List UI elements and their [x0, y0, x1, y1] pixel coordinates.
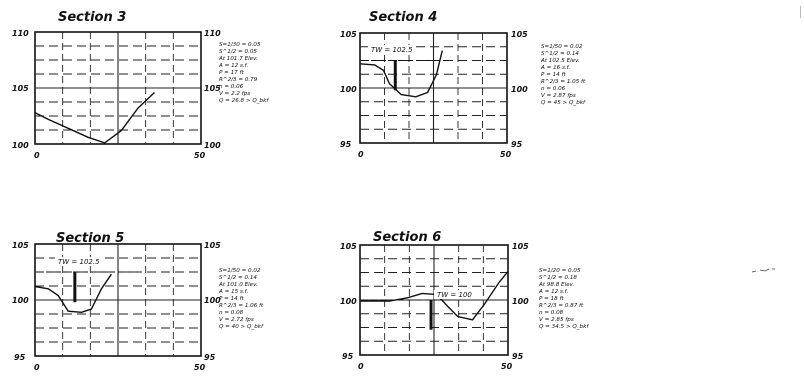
grid-lines [35, 32, 201, 144]
note-elevation: At 98.8 Elev. [538, 282, 574, 288]
y-mid-label-right: 100 [204, 296, 221, 305]
panel-section-5: Section 5 TW = 102.5 105 100 95 105 100 … [12, 231, 264, 372]
y-min-label-left: 95 [342, 352, 354, 361]
note-elevation: At 102.5 Elev. [540, 58, 580, 64]
y-min-label-left: 95 [340, 140, 352, 149]
note-perimeter: P = 14 ft [219, 296, 244, 302]
panel-title: Section 5 [56, 231, 124, 246]
y-mid-label-left: 105 [12, 84, 29, 93]
note-slope: S=1/50 = 0.02 [219, 268, 261, 274]
note-manning-n: n = 0.08 [219, 310, 244, 316]
x-max-label: 50 [500, 150, 512, 159]
y-min-label-left: 100 [12, 141, 29, 150]
hydraulic-notes: S=1/20 = 0.05 S^1/2 = 0.18 At 98.8 Elev.… [538, 268, 589, 330]
ground-profile-line [360, 270, 509, 321]
note-manning-n: n = 0.06 [219, 84, 244, 90]
scan-speck-mark [751, 268, 775, 273]
y-min-label-right: 95 [512, 352, 524, 361]
note-slope: S=1/30 = 0.05 [219, 42, 261, 48]
note-perimeter: P = 18 ft [539, 296, 564, 302]
note-discharge: Q = 40 > Q_bkf [219, 324, 264, 330]
note-velocity: V = 2.87 fps [541, 93, 576, 99]
note-discharge: Q = 34.5 > Q_bkf [539, 324, 589, 330]
x-max-label: 50 [194, 363, 206, 372]
tw-label-backdrop [55, 257, 105, 266]
tailwater-label: TW = 102.5 [58, 258, 100, 266]
tailwater-label: TW = 102.5 [371, 46, 413, 54]
note-discharge: Q = 26.8 > Q_bkf [219, 98, 269, 104]
tailwater-label: TW = 100 [437, 291, 472, 299]
note-slope: S=1/20 = 0.05 [539, 268, 581, 274]
note-manning-n: n = 0.06 [541, 86, 566, 92]
y-mid-label-left: 100 [340, 297, 357, 306]
ground-profile-line [34, 91, 155, 144]
grid-lines [35, 244, 201, 356]
note-slope: S=1/50 = 0.02 [541, 44, 583, 50]
y-max-label-left: 105 [340, 242, 357, 251]
hydraulic-notes: S=1/50 = 0.02 S^1/2 = 0.14 At 102.5 Elev… [540, 44, 586, 106]
note-perimeter: P = 17 ft [219, 70, 244, 76]
note-hydraulic-radius: R^2/3 = 0.79 [219, 77, 258, 83]
x-min-label: 0 [358, 362, 364, 371]
y-min-label-right: 95 [204, 353, 216, 362]
hydraulic-notes: S=1/50 = 0.02 S^1/2 = 0.14 At 101.0 Elev… [218, 268, 264, 330]
y-max-label-right: 105 [512, 242, 529, 251]
y-max-label-right: 105 [204, 241, 221, 250]
y-mid-label-right: 100 [512, 297, 529, 306]
panel-section-6: Section 6 TW = 100 105 100 95 105 100 95… [340, 230, 589, 371]
note-sqrt-slope: S^1/2 = 0.18 [539, 275, 577, 281]
x-max-label: 50 [501, 362, 513, 371]
note-area: A = 12 s.f. [538, 289, 569, 295]
note-sqrt-slope: S^1/2 = 0.05 [219, 49, 257, 55]
panel-title: Section 4 [369, 10, 437, 25]
x-min-label: 0 [34, 151, 40, 160]
note-elevation: At 101.7 Elev. [218, 56, 258, 62]
note-velocity: V = 2.2 fps [219, 91, 250, 97]
note-area: A = 16 s.f. [540, 65, 571, 71]
note-area: A = 15 s.f. [218, 289, 249, 295]
note-velocity: V = 2.85 fps [539, 317, 574, 323]
tw-label-backdrop [434, 290, 480, 299]
scan-edge-mark [800, 6, 801, 18]
note-manning-n: n = 0.08 [539, 310, 564, 316]
scan-specks [751, 6, 801, 273]
panel-title: Section 6 [373, 230, 441, 245]
note-hydraulic-radius: R^2/3 = 0.87 ft [539, 303, 584, 309]
note-hydraulic-radius: R^2/3 = 1.05 ft [541, 79, 586, 85]
x-max-label: 50 [194, 151, 206, 160]
note-sqrt-slope: S^1/2 = 0.14 [541, 51, 579, 57]
y-mid-label-left: 100 [12, 296, 29, 305]
panel-section-3: Section 3 110 105 100 110 105 100 0 50 S… [12, 10, 269, 160]
panel-section-4: Section 4 TW = 102.5 105 100 95 105 100 … [340, 10, 586, 159]
panel-title: Section 3 [58, 10, 126, 25]
ground-profile-line [359, 50, 443, 98]
note-discharge: Q = 45 > Q_bkf [541, 100, 586, 106]
x-min-label: 0 [358, 150, 364, 159]
y-mid-label-right: 100 [511, 85, 528, 94]
y-max-label-left: 110 [12, 29, 29, 38]
y-mid-label-right: 105 [204, 84, 221, 93]
x-min-label: 0 [34, 363, 40, 372]
y-min-label-right: 100 [204, 141, 221, 150]
y-mid-label-left: 100 [340, 85, 357, 94]
tw-label-backdrop [368, 45, 416, 54]
note-sqrt-slope: S^1/2 = 0.14 [219, 275, 257, 281]
ground-profile-line [34, 273, 112, 314]
y-min-label-right: 95 [511, 140, 523, 149]
y-max-label-right: 105 [511, 30, 528, 39]
y-min-label-left: 95 [14, 353, 26, 362]
hydraulic-notes: S=1/30 = 0.05 S^1/2 = 0.05 At 101.7 Elev… [218, 42, 269, 104]
y-max-label-right: 110 [204, 29, 221, 38]
note-perimeter: P = 14 ft [541, 72, 566, 78]
note-hydraulic-radius: R^2/3 = 1.06 ft [219, 303, 264, 309]
note-elevation: At 101.0 Elev. [218, 282, 258, 288]
grid-lines [360, 33, 507, 143]
note-area: A = 12 s.f. [218, 63, 249, 69]
y-max-label-left: 105 [12, 241, 29, 250]
y-max-label-left: 105 [340, 30, 357, 39]
note-velocity: V = 2.72 fps [219, 317, 254, 323]
